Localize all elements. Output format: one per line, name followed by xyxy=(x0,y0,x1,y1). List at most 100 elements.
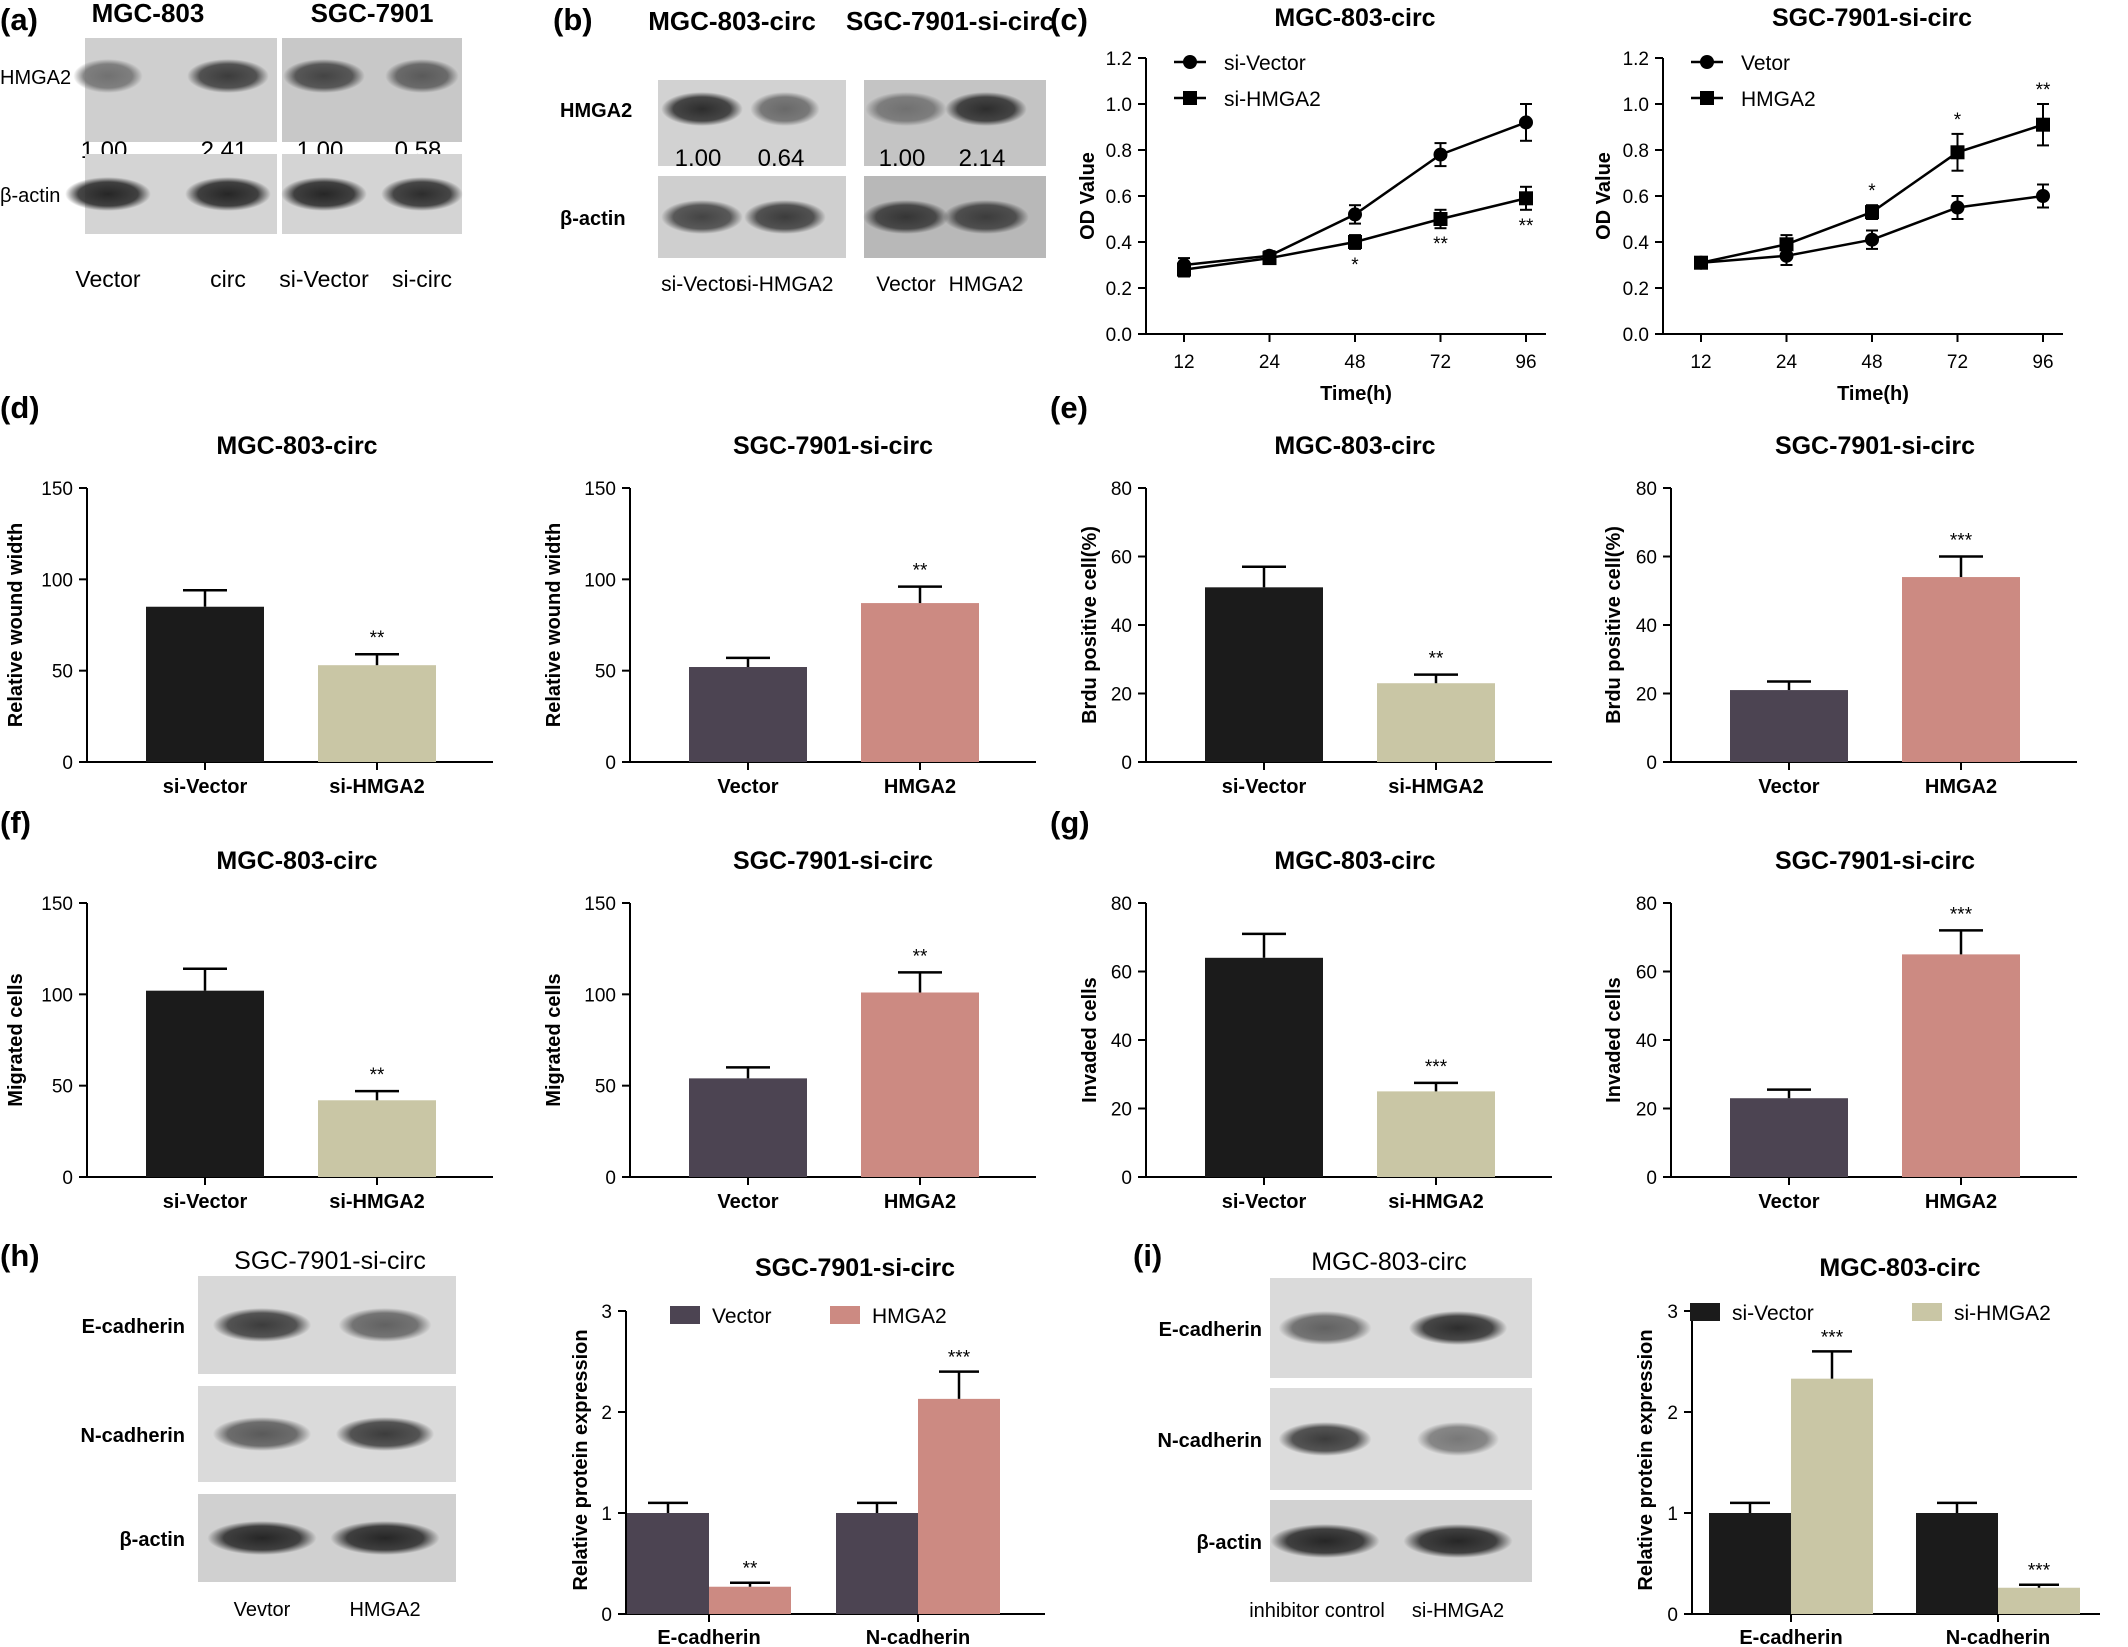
chart-title: MGC-803-circ xyxy=(216,847,377,875)
y-axis-label: OD Value xyxy=(1593,152,1615,240)
y-tick-label: 20 xyxy=(1636,1100,1657,1121)
x-tick-label: 48 xyxy=(1861,352,1882,373)
chart-title: SGC-7901-si-circ xyxy=(1775,847,1975,875)
y-tick-label: 0 xyxy=(605,1168,616,1189)
significance-mark: *** xyxy=(1425,1057,1448,1078)
y-tick-label: 1.2 xyxy=(1106,49,1132,70)
blot-title-a1: MGC-803 xyxy=(92,0,205,28)
y-axis-label: Relative wound width xyxy=(543,523,565,727)
blot-lane-label: HMGA2 xyxy=(949,273,1024,296)
legend-swatch xyxy=(670,1306,700,1324)
x-tick-label: si-HMGA2 xyxy=(1388,776,1484,798)
blot-row-label: β-actin xyxy=(560,208,626,230)
y-tick-label: 0.8 xyxy=(1106,141,1132,162)
y-tick-label: 40 xyxy=(1636,616,1657,637)
legend-label: si-HMGA2 xyxy=(1224,88,1321,111)
y-tick-label: 60 xyxy=(1111,548,1132,569)
y-axis-label: Relative protein expression xyxy=(570,1329,592,1590)
chart-title: SGC-7901-si-circ xyxy=(733,432,933,460)
x-tick-label: 12 xyxy=(1690,352,1711,373)
chart-title: SGC-7901-si-circ xyxy=(733,847,933,875)
y-tick-label: 0.0 xyxy=(1623,325,1649,346)
blot-band-b2-1-0 xyxy=(863,200,949,234)
y-tick-label: 1 xyxy=(601,1504,612,1525)
chart-e2: 0 20 40 60 80 SGC-7901-si-circ Brdu positive c… xyxy=(1603,432,2077,798)
chart-title: MGC-803-circ xyxy=(1274,432,1435,460)
y-tick-label: 50 xyxy=(595,662,616,683)
y-tick-label: 1 xyxy=(1667,1504,1678,1525)
bar xyxy=(1902,577,2020,762)
x-tick-label: HMGA2 xyxy=(1925,776,1997,798)
x-tick-label: 12 xyxy=(1173,352,1194,373)
blot-lane-label: inhibitor control xyxy=(1249,1600,1385,1622)
y-tick-label: 20 xyxy=(1111,685,1132,706)
blot-row-label: E-cadherin xyxy=(1159,1319,1262,1341)
x-tick-label: 24 xyxy=(1259,352,1281,373)
x-tick-label: N-cadherin xyxy=(866,1627,970,1647)
significance-mark: * xyxy=(1868,181,1876,202)
x-tick-label: 48 xyxy=(1344,352,1365,373)
legend-label: Vetor xyxy=(1741,52,1790,75)
y-tick-label: 2 xyxy=(601,1403,612,1424)
bar xyxy=(318,1100,436,1177)
x-tick-label: Vector xyxy=(1758,1191,1819,1213)
data-point xyxy=(1348,207,1362,222)
blot-title-h: SGC-7901-si-circ xyxy=(234,1247,426,1275)
y-tick-label: 60 xyxy=(1636,548,1657,569)
blot-lane-label: si-Vector xyxy=(279,266,369,292)
x-tick-label: si-Vector xyxy=(1222,1191,1307,1213)
x-tick-label: 72 xyxy=(1947,352,1968,373)
blot-band-b1-0-1 xyxy=(750,92,820,126)
y-axis-label: OD Value xyxy=(1077,152,1099,240)
bar xyxy=(1377,1091,1495,1177)
data-point xyxy=(1433,212,1448,226)
panel-label-e: (e) xyxy=(1050,390,1088,425)
data-point xyxy=(1865,205,1879,220)
y-tick-label: 0 xyxy=(62,1168,73,1189)
x-tick-label: si-Vector xyxy=(163,776,248,798)
bar xyxy=(1730,1098,1848,1177)
blot-lane-label: Vector xyxy=(876,273,936,296)
panel-label-d: (d) xyxy=(0,390,40,425)
chart-d2: 0 50 100 150 SGC-7901-si-circ Relative wound … xyxy=(543,432,1036,798)
bar xyxy=(1730,690,1848,762)
blot-band-b2-0-0 xyxy=(865,92,947,126)
y-axis-label: Migrated cells xyxy=(5,973,27,1106)
y-axis-label: Relative wound width xyxy=(5,523,27,727)
x-tick-label: 96 xyxy=(2032,352,2053,373)
x-tick-label: Vector xyxy=(1758,776,1819,798)
blot-band-b2-1-1 xyxy=(943,200,1029,234)
blot-band-a2-0-0 xyxy=(283,59,365,93)
y-tick-label: 0 xyxy=(1121,753,1132,774)
blot-band-a1-1-0 xyxy=(65,177,151,211)
y-tick-label: 50 xyxy=(52,662,73,683)
chart-d1: 0 50 100 150 MGC-803-circ Relative wound widt… xyxy=(5,432,493,798)
blot-row-label: N-cadherin xyxy=(1158,1430,1262,1452)
blot-band-a1-0-0 xyxy=(73,59,143,93)
bar xyxy=(1709,1513,1791,1614)
y-tick-label: 100 xyxy=(41,570,73,591)
blot-row-label: HMGA2 xyxy=(0,67,71,89)
chart-f1: 0 50 100 150 MGC-803-circ Migrated cells si-Ve… xyxy=(5,847,493,1213)
blot-band-a1-1-1 xyxy=(185,177,271,211)
y-tick-label: 0.2 xyxy=(1623,279,1649,300)
blot-lane-label: si-circ xyxy=(392,266,452,292)
blot-title-b1: MGC-803-circ xyxy=(648,6,816,36)
data-point xyxy=(1950,200,1965,215)
y-tick-label: 50 xyxy=(52,1077,73,1098)
blot-band-b1-0-0 xyxy=(661,92,743,126)
legend-label: Vector xyxy=(712,1305,772,1328)
y-tick-label: 0 xyxy=(1121,1168,1132,1189)
significance-mark: *** xyxy=(1821,1327,1844,1348)
y-tick-label: 0.2 xyxy=(1106,279,1132,300)
y-tick-label: 1.2 xyxy=(1623,49,1649,70)
y-tick-label: 0 xyxy=(1646,1168,1657,1189)
bar xyxy=(689,667,807,762)
data-point xyxy=(2036,189,2050,203)
x-tick-label: 72 xyxy=(1430,352,1451,373)
significance-mark: ** xyxy=(370,628,385,649)
y-tick-label: 3 xyxy=(601,1302,612,1323)
band-quant-value: 1.00 xyxy=(879,145,926,172)
significance-mark: ** xyxy=(1433,234,1448,255)
